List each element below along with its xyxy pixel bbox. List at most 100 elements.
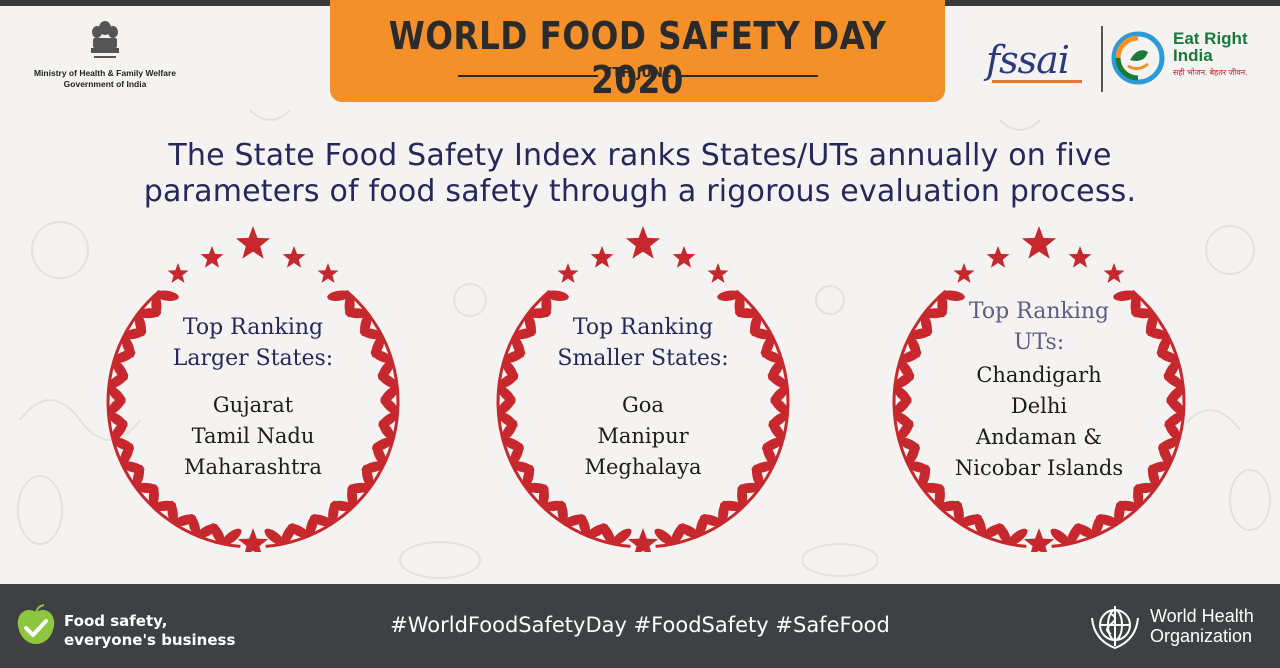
wreath-leaf [907, 335, 921, 358]
ranking-heading-line1: Top Ranking [182, 315, 324, 340]
wreath-leaf [329, 500, 354, 512]
event-title: WORLD FOOD SAFETY DAY 2020 [388, 14, 887, 102]
laurel-wreath-icon [496, 226, 790, 552]
wreath-leaf [586, 523, 609, 539]
wreath-leaf [361, 461, 385, 473]
star-icon [200, 246, 224, 268]
ranking-text: Top Ranking Smaller States: Goa Manipur … [518, 312, 768, 483]
wreath-leaf [287, 523, 310, 539]
wreath-leaf [111, 437, 134, 451]
wreath-leaf [134, 312, 146, 337]
star-icon [557, 263, 579, 283]
footer-tagline: Food safety, everyone's business [64, 612, 235, 650]
wreath-leaf [1115, 500, 1140, 512]
ranking-list: Chandigarh Delhi Andaman & Nicobar Islan… [914, 360, 1164, 484]
eat-right-india-icon [1111, 31, 1165, 85]
star-icon [282, 246, 306, 268]
wreath-leaf [221, 528, 242, 546]
wreath-leaf [264, 528, 285, 546]
wreath-leaf [751, 461, 775, 473]
fssai-underline [992, 80, 1082, 83]
laurel-wreath-icon [106, 226, 400, 552]
headline: The State Food Safety Index ranks States… [40, 138, 1240, 210]
wreath-leaf [134, 482, 159, 494]
wreath-leaf [344, 293, 355, 318]
star-icon [953, 263, 975, 283]
wreath-leaf [511, 335, 525, 358]
wreath-leaf [893, 385, 912, 405]
wreath-leaf [1147, 461, 1171, 473]
logo-divider [1101, 26, 1103, 92]
who-emblem-icon [1091, 606, 1139, 650]
wreath-leaf [654, 528, 675, 546]
wreath-leaf [677, 523, 700, 539]
wreath-leaf [172, 514, 197, 527]
wreath-leaf [920, 312, 932, 337]
who-name: World Health Organization [1150, 606, 1254, 646]
ranking-item: Goa [622, 393, 664, 417]
wreath-leaf [497, 411, 518, 428]
wreath-leaf [562, 514, 587, 527]
ranking-item: Gujarat [212, 393, 294, 417]
laurel-wreath-icon [892, 226, 1186, 552]
ranking-heading-line2: Smaller States: [557, 346, 729, 371]
wreath-leaf [196, 523, 219, 539]
star-icon [625, 226, 661, 259]
tagline-line2: everyone's business [64, 631, 236, 649]
wreath-leaf [542, 500, 567, 512]
wreath-leaf [1073, 523, 1096, 539]
wreath-leaf [938, 500, 963, 512]
wreath-leaf [1164, 359, 1180, 381]
ranking-heading-line1: Top Ranking [968, 299, 1110, 324]
ashoka-emblem-icon [91, 21, 119, 58]
star-icon [627, 528, 659, 552]
star-icon [1021, 226, 1057, 259]
ranking-item: Nicobar Islands [954, 456, 1124, 480]
wreath-leaf [327, 290, 352, 301]
wreath-leaf [734, 293, 745, 318]
wreath-leaf [611, 528, 632, 546]
eat-right-line1: Eat Right [1173, 29, 1248, 48]
eat-right-india-title: Eat Right India [1173, 30, 1248, 64]
wreath-leaf [151, 293, 162, 318]
wreath-leaf [761, 335, 775, 358]
ranking-card-uts: Top Ranking UTs: Chandigarh Delhi Andama… [874, 222, 1204, 552]
ranking-item: Meghalaya [584, 455, 702, 479]
apple-check-icon [17, 604, 55, 644]
fssai-logo: fssai [986, 38, 1070, 82]
ranking-item: Manipur [597, 424, 689, 448]
hashtags: #WorldFoodSafetyDay #FoodSafety #SafeFoo… [390, 613, 890, 637]
wreath-leaf [897, 437, 920, 451]
wreath-leaf [770, 385, 789, 405]
wreath-leaf [920, 482, 945, 494]
star-icon [590, 246, 614, 268]
wreath-leaf [907, 461, 931, 473]
ministry-logo: Ministry of Health & Family Welfare Gove… [20, 18, 190, 90]
ranking-heading-line1: Top Ranking [572, 315, 714, 340]
wreath-leaf [768, 411, 789, 428]
star-icon [167, 263, 189, 283]
wreath-leaf [154, 290, 179, 301]
ranking-card-larger-states: Top Ranking Larger States: Gujarat Tamil… [88, 222, 418, 552]
wreath-leaf [347, 482, 372, 494]
wreath-leaf [1007, 528, 1028, 546]
ranking-text: Top Ranking Larger States: Gujarat Tamil… [128, 312, 378, 483]
background-doodles [17, 109, 1271, 579]
wreath-leaf [502, 359, 518, 381]
eat-right-tagline: सही भोजन. बेहतर जीवन. [1173, 68, 1248, 77]
ranking-item: Chandigarh [976, 363, 1102, 387]
wreath-leaf [309, 514, 334, 527]
who-line1: World Health [1150, 606, 1254, 626]
wreath-leaf [107, 411, 128, 428]
wreath-leaf [750, 312, 762, 337]
wreath-leaf [717, 290, 742, 301]
ranking-item: Tamil Nadu [191, 424, 315, 448]
ranking-heading-line2: Larger States: [172, 346, 334, 371]
ranking-list: Goa Manipur Meghalaya [518, 390, 768, 483]
wreath-leaf [152, 500, 177, 512]
wreath-leaf [893, 411, 914, 428]
star-icon [707, 263, 729, 283]
ministry-name: Ministry of Health & Family Welfare [33, 68, 176, 78]
header-banner: WORLD FOOD SAFETY DAY 2020 7TH JUNE [330, 0, 945, 102]
ranking-item: Andaman & [976, 425, 1102, 449]
